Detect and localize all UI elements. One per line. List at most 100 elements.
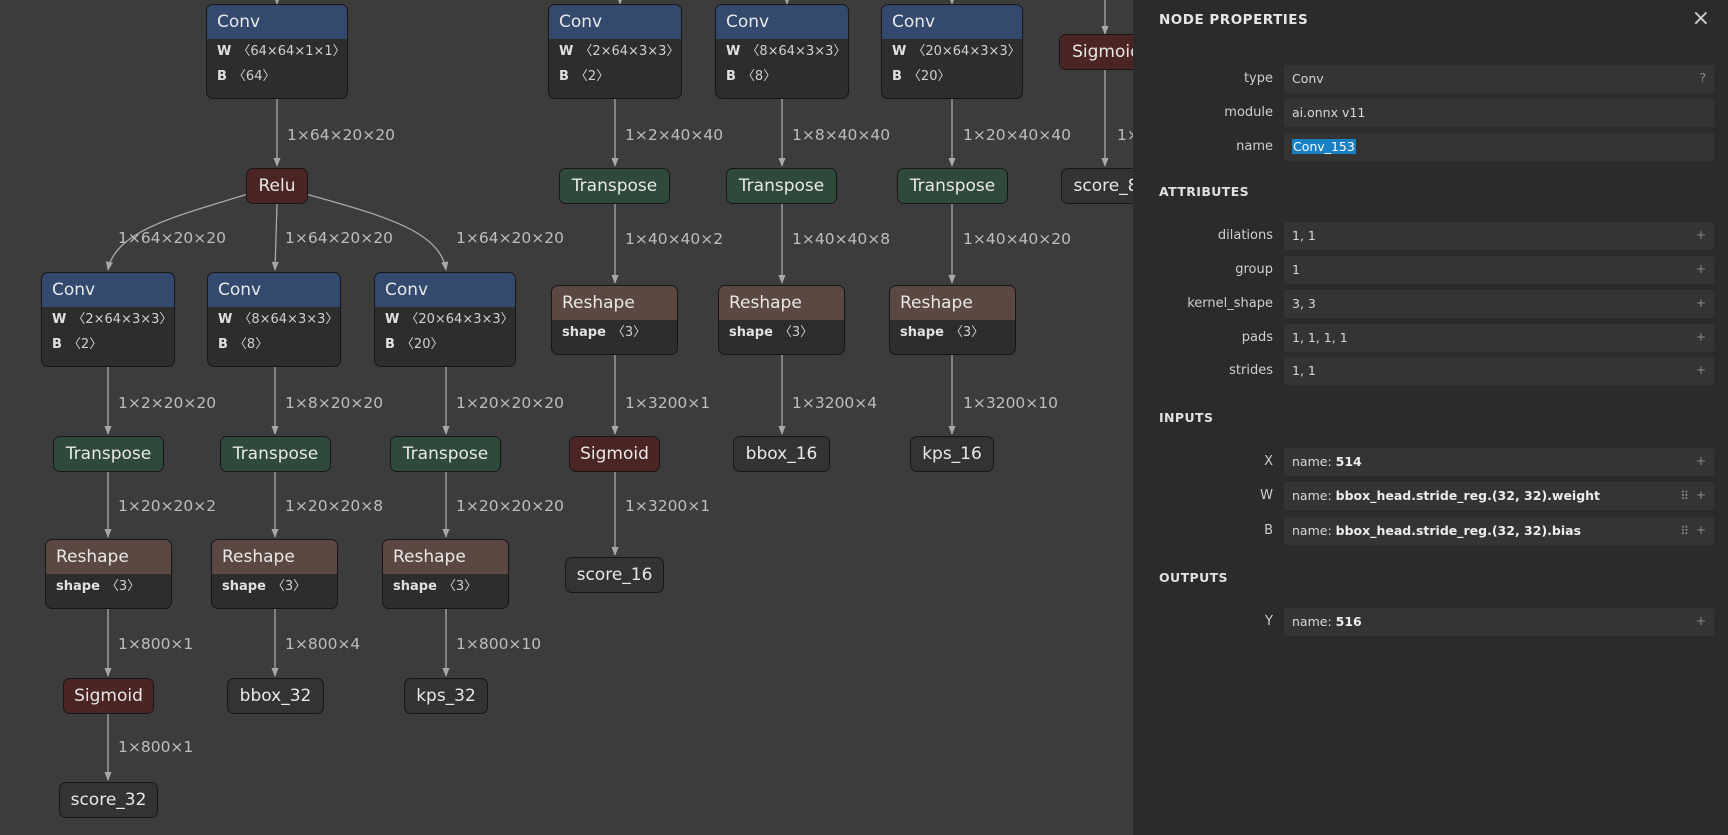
param-value: 〈2〉 <box>67 337 103 352</box>
conv-node[interactable]: Conv W 〈2×64×3×3〉 B 〈2〉 <box>41 272 175 367</box>
node-type: Transpose <box>221 437 330 471</box>
param-name: B <box>217 69 227 84</box>
attribute-label: pads <box>1241 330 1273 345</box>
expand-icon[interactable]: + <box>1695 454 1706 468</box>
reshape-node[interactable]: Reshape shape 〈3〉 <box>551 285 678 355</box>
transpose-node[interactable]: Transpose <box>53 436 164 472</box>
conv-node[interactable]: Conv W 〈8×64×3×3〉 B 〈8〉 <box>715 4 849 99</box>
property-value[interactable]: ai.onnx v11 <box>1284 99 1714 127</box>
param-name: B <box>218 337 228 352</box>
param-value: 〈20×64×3×3〉 <box>405 312 514 327</box>
initializer-icon[interactable]: ⠿ <box>1680 489 1689 503</box>
node-type: kps_32 <box>405 679 487 713</box>
transpose-node[interactable]: Transpose <box>559 168 670 204</box>
node-type: kps_16 <box>911 437 993 471</box>
reshape-node[interactable]: Reshape shape 〈3〉 <box>45 539 172 609</box>
input-value[interactable]: name: bbox_head.stride_reg.(32, 32).bias… <box>1284 517 1714 545</box>
attribute-row: dilations 1, 1 + <box>1133 222 1728 250</box>
output-node[interactable]: score_32 <box>59 782 158 818</box>
attribute-value[interactable]: 1, 1 + <box>1284 357 1714 385</box>
param-value: 〈3〉 <box>611 325 647 340</box>
output-node[interactable]: score_16 <box>565 557 664 593</box>
param-name: shape <box>900 325 944 340</box>
graph-canvas[interactable]: Conv W 〈64×64×1×1〉 B 〈64〉 Conv W 〈2×64×3×3〉… <box>0 0 1133 835</box>
node-type: Transpose <box>560 169 669 203</box>
attribute-row: pads 1, 1, 1, 1 + <box>1133 324 1728 352</box>
sigmoid-node[interactable]: Sigmoid <box>1059 34 1133 70</box>
edge-line <box>105 193 249 271</box>
input-value[interactable]: name: bbox_head.stride_reg.(32, 32).weig… <box>1284 482 1714 510</box>
edge-label: 1×3200×1 <box>625 497 711 515</box>
conv-node[interactable]: Conv W 〈2×64×3×3〉 B 〈2〉 <box>548 4 682 99</box>
edge-label: 1×3200×4 <box>792 394 878 412</box>
output-node[interactable]: score_8 <box>1061 168 1133 204</box>
input-row: X name: 514 + <box>1133 448 1728 476</box>
conv-node[interactable]: Conv W 〈8×64×3×3〉 B 〈8〉 <box>207 272 341 367</box>
expand-icon[interactable]: + <box>1695 262 1706 276</box>
reshape-node[interactable]: Reshape shape 〈3〉 <box>718 285 845 355</box>
node-type: Reshape <box>212 540 337 574</box>
reshape-node[interactable]: Reshape shape 〈3〉 <box>211 539 338 609</box>
output-value[interactable]: name: 516 + <box>1284 608 1714 636</box>
expand-icon[interactable]: + <box>1695 228 1706 242</box>
attribute-value[interactable]: 1, 1 + <box>1284 222 1714 250</box>
edge-label: 1×64×20×20 <box>118 229 226 247</box>
transpose-node[interactable]: Transpose <box>390 436 501 472</box>
param-value: 〈64〉 <box>232 69 276 84</box>
param-name: W <box>385 312 400 327</box>
transpose-node[interactable]: Transpose <box>220 436 331 472</box>
outputs-heading: OUTPUTS <box>1159 570 1228 585</box>
relu-node[interactable]: Relu <box>246 168 308 204</box>
param-value: 〈3〉 <box>949 325 985 340</box>
output-node[interactable]: bbox_32 <box>227 678 324 714</box>
node-type: Reshape <box>719 286 844 320</box>
edge-label: 1×800×10 <box>456 635 542 653</box>
initializer-icon[interactable]: ⠿ <box>1680 524 1689 538</box>
sigmoid-node[interactable]: Sigmoid <box>63 678 154 714</box>
attribute-value[interactable]: 3, 3 + <box>1284 290 1714 318</box>
inputs-heading: INPUTS <box>1159 410 1214 425</box>
expand-icon[interactable]: + <box>1695 330 1706 344</box>
param-value: 〈2×64×3×3〉 <box>579 44 680 59</box>
edge-label: 1×20×20×8 <box>285 497 384 515</box>
attribute-value[interactable]: 1, 1, 1, 1 + <box>1284 324 1714 352</box>
conv-node[interactable]: Conv W 〈64×64×1×1〉 B 〈64〉 <box>206 4 348 99</box>
param-value: 〈64×64×1×1〉 <box>237 44 346 59</box>
output-node[interactable]: kps_32 <box>404 678 488 714</box>
edge-line <box>271 203 279 271</box>
attribute-row: kernel_shape 3, 3 + <box>1133 290 1728 318</box>
sigmoid-node[interactable]: Sigmoid <box>569 436 660 472</box>
reshape-node[interactable]: Reshape shape 〈3〉 <box>889 285 1016 355</box>
help-icon[interactable]: ? <box>1699 71 1706 85</box>
output-node[interactable]: bbox_16 <box>733 436 830 472</box>
transpose-node[interactable]: Transpose <box>726 168 837 204</box>
transpose-node[interactable]: Transpose <box>897 168 1008 204</box>
edge-label: 1×20×20×20 <box>456 394 564 412</box>
expand-icon[interactable]: + <box>1695 296 1706 310</box>
attribute-row: group 1 + <box>1133 256 1728 284</box>
expand-icon[interactable]: + <box>1695 363 1706 377</box>
conv-node[interactable]: Conv W 〈20×64×3×3〉 B 〈20〉 <box>881 4 1023 99</box>
expand-icon[interactable]: + <box>1695 523 1706 537</box>
property-value[interactable]: Conv? <box>1284 65 1714 93</box>
attribute-label: kernel_shape <box>1187 296 1273 311</box>
param-value: 〈20×64×3×3〉 <box>912 44 1021 59</box>
graph-edges <box>104 0 1109 781</box>
node-type: Reshape <box>890 286 1015 320</box>
edge-label: 1×2×20×20 <box>118 394 217 412</box>
attribute-label: group <box>1235 262 1273 277</box>
node-type: Conv <box>716 5 848 39</box>
param-value: 〈8〉 <box>741 69 777 84</box>
property-value[interactable]: Conv_153 <box>1284 133 1714 161</box>
attribute-value[interactable]: 1 + <box>1284 256 1714 284</box>
close-icon[interactable]: × <box>1691 6 1710 31</box>
conv-node[interactable]: Conv W 〈20×64×3×3〉 B 〈20〉 <box>374 272 516 367</box>
property-label: name <box>1236 139 1273 154</box>
reshape-node[interactable]: Reshape shape 〈3〉 <box>382 539 509 609</box>
output-node[interactable]: kps_16 <box>910 436 994 472</box>
param-name: W <box>217 44 232 59</box>
input-row: W name: bbox_head.stride_reg.(32, 32).we… <box>1133 482 1728 510</box>
input-value[interactable]: name: 514 + <box>1284 448 1714 476</box>
expand-icon[interactable]: + <box>1695 488 1706 502</box>
expand-icon[interactable]: + <box>1695 614 1706 628</box>
